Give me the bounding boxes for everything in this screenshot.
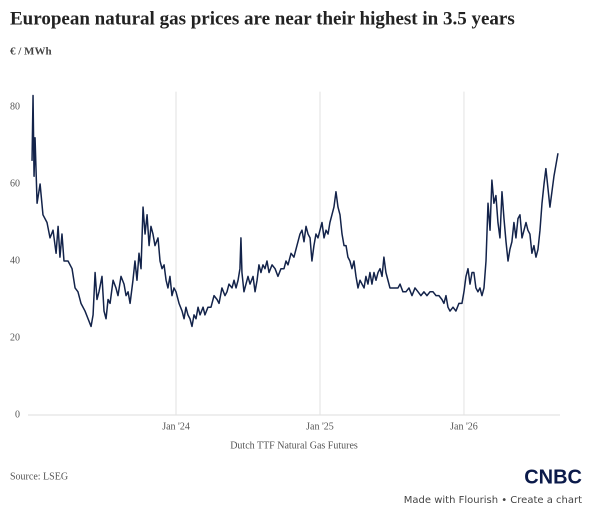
chart-title: European natural gas prices are near the…	[10, 8, 515, 29]
source: Source: LSEG	[10, 471, 68, 482]
x-tick-label: Jan '26	[450, 421, 478, 432]
y-tick-label: 20	[10, 332, 20, 343]
y-tick-label: 0	[15, 409, 20, 420]
x-tick-label: Jan '25	[306, 421, 334, 432]
x-tick-label: Jan '24	[162, 421, 190, 432]
price-line	[31, 94, 559, 328]
y-tick-label: 60	[10, 178, 20, 189]
x-axis-label: Dutch TTF Natural Gas Futures	[230, 440, 358, 451]
logo: CNBC	[524, 466, 582, 488]
y-axis-label: € / MWh	[10, 46, 52, 58]
y-tick-label: 40	[10, 255, 20, 266]
flourish-footer[interactable]: Made with Flourish • Create a chart	[404, 495, 582, 506]
y-tick-label: 80	[10, 101, 20, 112]
